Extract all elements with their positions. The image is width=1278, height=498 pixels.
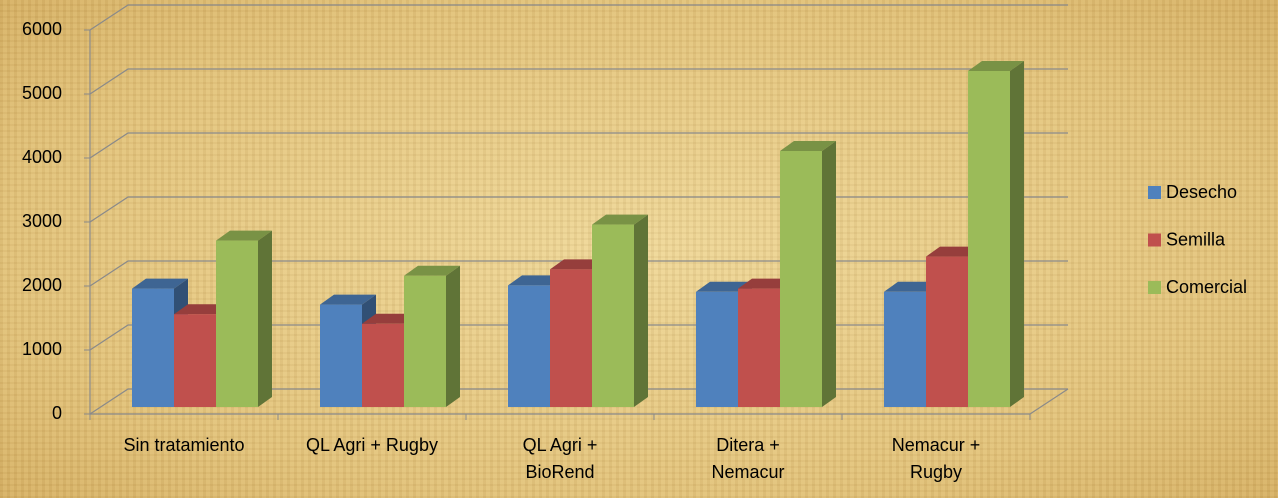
- bar: [884, 291, 926, 407]
- legend-label: Semilla: [1166, 229, 1226, 249]
- bar: [696, 291, 738, 407]
- grid-line: [89, 196, 1068, 223]
- bar-side: [634, 214, 648, 407]
- y-tick-label: 6000: [22, 19, 62, 39]
- bar-top: [592, 214, 648, 225]
- bar: [550, 269, 592, 407]
- x-tick-label: Sin tratamiento: [123, 435, 245, 455]
- bar: [132, 288, 174, 407]
- bar-side: [822, 141, 836, 407]
- floor-edge: [1029, 388, 1069, 415]
- legend-label: Comercial: [1166, 277, 1247, 297]
- legend-swatch: [1148, 233, 1161, 247]
- bar-top: [780, 141, 836, 151]
- bar-side: [446, 265, 460, 407]
- bar: [404, 275, 446, 407]
- bar: [592, 224, 634, 407]
- x-tick-label: QL Agri + BioRend: [522, 435, 598, 482]
- bar: [174, 314, 216, 407]
- grid-line: [89, 68, 1068, 95]
- x-tick-label: QL Agri + Rugby: [306, 435, 438, 455]
- bar-top: [968, 61, 1024, 71]
- bar-top: [404, 265, 460, 276]
- grid-line: [89, 260, 1068, 287]
- bar: [216, 240, 258, 407]
- y-tick-label: 5000: [22, 83, 62, 103]
- y-tick-label: 3000: [22, 211, 62, 231]
- bar-side: [258, 230, 272, 407]
- bar: [926, 256, 968, 407]
- bar: [508, 285, 550, 407]
- bar: [968, 71, 1010, 407]
- bar-top: [132, 278, 188, 289]
- legend-label: Desecho: [1166, 182, 1237, 202]
- x-tick-label: Ditera + Nemacur: [711, 435, 785, 482]
- grid-line: [89, 132, 1068, 159]
- y-tick-label: 0: [52, 403, 62, 423]
- y-tick-label: 4000: [22, 147, 62, 167]
- bar-side: [1010, 61, 1024, 407]
- x-tick-label: Nemacur + Rugby: [891, 435, 981, 482]
- legend-swatch: [1148, 186, 1161, 199]
- bar: [738, 288, 780, 407]
- bar-top: [216, 230, 272, 241]
- bar: [320, 304, 362, 407]
- y-tick-label: 1000: [22, 339, 62, 359]
- legend-swatch: [1148, 281, 1161, 294]
- grid-line: [89, 4, 1068, 31]
- bar: [362, 323, 404, 407]
- bar-top: [320, 294, 376, 305]
- bar: [780, 151, 822, 407]
- y-tick-label: 2000: [22, 275, 62, 295]
